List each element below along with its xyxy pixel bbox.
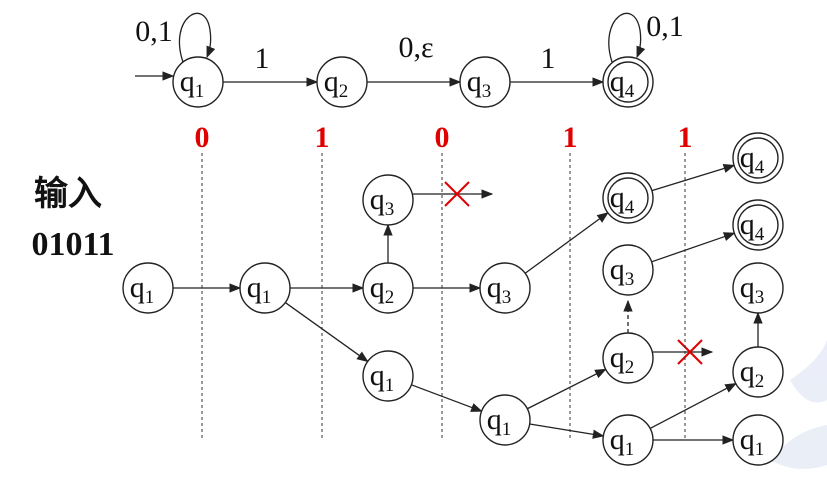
tree-node-q3-eps-s5: q3 [732,262,784,314]
tree-node-q2-s4-label: q2 [610,341,635,378]
tree-node-q2-s2-label: q2 [370,271,395,308]
input-symbol-3: 0 [435,121,450,154]
tree-edge-12 [649,383,737,429]
diagram-nodes: q1 q2 q3 q4 q1 q1 q1 q2 q3 q3 q1 q4 q3 q2 q1 q4 q4 q3 q2 q1 [122,56,784,466]
tree-edge-11 [651,232,736,263]
tree-edge-7 [524,212,609,274]
nfa-loop-q1 [178,12,216,63]
tree-node-q2-s5: q2 [732,346,784,398]
tree-node-q3-eps-s5-label: q3 [740,271,765,308]
tree-edge-9 [529,423,605,439]
nfa-state-q4-label: q4 [610,65,635,102]
tree-node-q1-s5-label: q1 [740,423,765,460]
tree-node-q1-s3: q1 [479,394,531,446]
nfa-label-loop-q1: 0,1 [135,15,173,48]
tree-node-q3-eps-s4-label: q3 [610,253,635,290]
tree-node-q1-s4-label: q1 [610,423,635,460]
tree-node-q1-s1-label: q1 [247,271,272,308]
tree-edge-10 [651,163,736,192]
diagram-edges [135,12,763,445]
input-symbol-1: 0 [195,121,210,154]
side-label-line2: 01011 [31,226,114,263]
input-symbol-4: 1 [563,121,578,154]
tree-edge-8 [527,368,607,410]
tree-node-q3-s3: q3 [479,262,531,314]
tree-node-q1-s3-label: q1 [487,403,512,440]
tree-node-q4-s5a: q4 [732,132,784,184]
tree-node-q2-s5-label: q2 [740,355,765,392]
tree-node-q4-s4-label: q4 [610,181,635,218]
tree-node-q3-eps-s4: q3 [602,244,654,296]
nfa-label-q3-q4: 1 [541,42,556,75]
tree-node-q4-s5b-label: q4 [740,208,765,245]
side-label-line1: 输入 [34,175,102,213]
tree-node-q4-s4: q4 [602,172,654,224]
tree-node-q4-s5a-label: q4 [740,141,765,178]
nfa-state-q1: q1 [172,56,224,108]
tree-node-q4-s5b: q4 [732,199,784,251]
nfa-label-q2-q3: 0,ε [398,31,433,64]
nfa-state-q3-label: q3 [467,65,492,102]
nfa-state-q2: q2 [316,56,368,108]
diagram-labels: 输入 01011 0,11 0,ε 10,10 1 0 1 1 [31,10,692,263]
nfa-state-q2-label: q2 [324,65,349,102]
tree-node-q3-eps-s2-label: q3 [370,183,395,220]
tree-edge-3 [284,302,369,363]
dead-branch-cross-1 [444,181,470,207]
input-symbol-5: 1 [678,121,693,154]
input-symbol-2: 1 [315,121,330,154]
tree-node-q1-s4: q1 [602,414,654,466]
tree-node-q3-s3-label: q3 [487,271,512,308]
tree-edge-6 [411,384,483,412]
nfa-loop-q4 [608,12,646,63]
tree-node-q2-s4: q2 [602,332,654,384]
tree-node-q1-s5: q1 [732,414,784,466]
nfa-state-q4: q4 [602,56,654,108]
watermark-leaf-icon [770,340,827,469]
tree-node-q2-s2: q2 [362,262,414,314]
tree-node-q1-s2-label: q1 [370,359,395,396]
tree-node-q3-eps-s2: q3 [362,174,414,226]
tree-node-q1-start-label: q1 [130,271,155,308]
nfa-label-loop-q4: 0,1 [646,10,684,43]
tree-node-q1-start: q1 [122,262,174,314]
nfa-state-q1-label: q1 [180,65,205,102]
tree-node-q1-s1: q1 [239,262,291,314]
nfa-label-q1-q2: 1 [255,42,270,75]
dead-branch-cross-2 [677,339,703,365]
nfa-state-q3: q3 [459,56,511,108]
tree-node-q1-s2: q1 [362,350,414,402]
